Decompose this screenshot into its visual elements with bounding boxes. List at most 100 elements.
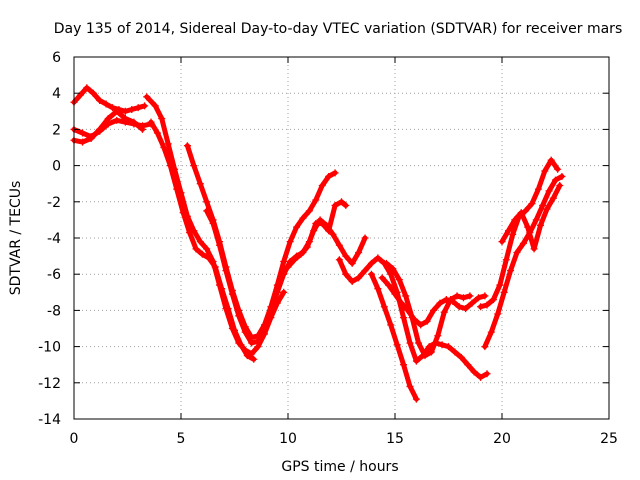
- data-point-marker: [496, 281, 504, 289]
- data-point-marker: [517, 209, 525, 217]
- data-point-marker: [173, 185, 181, 193]
- y-tick-label: -14: [38, 412, 61, 428]
- data-point-marker: [128, 105, 136, 113]
- data-point-marker: [290, 256, 298, 264]
- data-point-marker: [203, 245, 211, 253]
- data-point-marker: [519, 239, 527, 247]
- y-tick-label: 6: [52, 50, 61, 66]
- data-point-marker: [400, 314, 408, 322]
- data-point-marker: [483, 370, 491, 378]
- data-point-marker: [374, 254, 382, 262]
- data-point-marker: [130, 118, 138, 126]
- data-point-marker: [87, 134, 95, 142]
- data-point-marker: [147, 118, 155, 126]
- x-tick-label: 20: [493, 431, 511, 447]
- data-point-marker: [273, 288, 281, 296]
- data-point-marker: [203, 207, 211, 215]
- data-point-marker: [543, 205, 551, 213]
- y-tick-label: -6: [47, 267, 61, 283]
- data-point-marker: [198, 250, 206, 258]
- data-point-marker: [393, 341, 401, 349]
- data-point-marker: [243, 352, 251, 360]
- y-tick-label: -4: [47, 231, 61, 247]
- data-point-marker: [280, 258, 288, 266]
- data-point-marker: [158, 115, 166, 123]
- data-point-marker: [547, 156, 555, 164]
- data-point-marker: [483, 301, 491, 309]
- data-point-marker: [378, 274, 386, 282]
- data-point-marker: [109, 104, 117, 112]
- data-point-marker: [209, 220, 217, 228]
- data-point-marker: [374, 285, 382, 293]
- data-point-marker: [522, 207, 530, 215]
- data-point-marker: [89, 89, 97, 97]
- data-point-marker: [498, 238, 506, 246]
- data-point-marker: [528, 200, 536, 208]
- data-point-marker: [412, 357, 420, 365]
- data-point-marker: [380, 303, 388, 311]
- data-point-marker: [487, 328, 495, 336]
- data-point-marker: [395, 276, 403, 284]
- data-point-marker: [79, 129, 87, 137]
- data-point-marker: [331, 169, 339, 177]
- data-point-marker: [417, 321, 425, 329]
- data-point-marker: [494, 310, 502, 318]
- data-point-marker: [190, 162, 198, 170]
- data-point-marker: [186, 229, 194, 237]
- y-tick-label: 0: [52, 159, 61, 175]
- x-axis-label: GPS time / hours: [281, 459, 398, 475]
- data-point-marker: [280, 270, 288, 278]
- data-point-marker: [121, 107, 129, 115]
- data-point-marker: [462, 305, 470, 313]
- data-point-marker: [474, 294, 482, 302]
- data-point-marker: [427, 348, 435, 356]
- series-track-8: [284, 216, 369, 271]
- data-point-marker: [102, 100, 110, 108]
- data-point-marker: [203, 198, 211, 206]
- data-point-marker: [415, 339, 423, 347]
- data-point-marker: [406, 382, 414, 390]
- data-point-marker: [143, 93, 151, 101]
- data-point-marker: [549, 194, 557, 202]
- data-point-marker: [331, 201, 339, 209]
- data-point-marker: [355, 274, 363, 282]
- data-point-marker: [445, 343, 452, 351]
- data-point-marker: [205, 254, 213, 262]
- y-tick-label: 2: [52, 122, 61, 138]
- data-point-marker: [500, 288, 508, 296]
- x-tick-label: 0: [70, 431, 79, 447]
- x-tick-label: 5: [177, 431, 186, 447]
- data-point-marker: [361, 234, 369, 242]
- data-point-marker: [305, 207, 313, 215]
- data-point-marker: [293, 223, 301, 231]
- data-point-marker: [231, 326, 238, 334]
- data-point-marker: [254, 337, 262, 345]
- data-point-marker: [397, 299, 405, 307]
- data-point-marker: [385, 281, 393, 289]
- y-tick-label: -12: [38, 376, 61, 392]
- data-point-marker: [338, 198, 345, 206]
- data-point-marker: [248, 339, 256, 347]
- data-point-marker: [470, 368, 478, 376]
- data-point-marker: [329, 230, 337, 238]
- data-point-marker: [481, 292, 489, 300]
- data-point-marker: [267, 306, 275, 314]
- data-point-marker: [382, 259, 390, 267]
- x-tick-label: 10: [279, 431, 297, 447]
- data-point-marker: [216, 241, 224, 249]
- series-track-11: [378, 274, 489, 329]
- data-point-marker: [408, 314, 416, 322]
- data-point-marker: [436, 299, 444, 307]
- data-point-marker: [440, 308, 448, 316]
- data-point-marker: [355, 248, 363, 256]
- data-point-marker: [342, 270, 350, 278]
- data-point-marker: [83, 84, 91, 92]
- data-point-marker: [507, 267, 515, 275]
- data-point-marker: [342, 252, 350, 260]
- data-point-marker: [534, 185, 542, 193]
- data-point-marker: [250, 355, 258, 363]
- data-point-marker: [297, 250, 305, 258]
- data-point-marker: [489, 296, 497, 304]
- data-point-marker: [134, 104, 142, 112]
